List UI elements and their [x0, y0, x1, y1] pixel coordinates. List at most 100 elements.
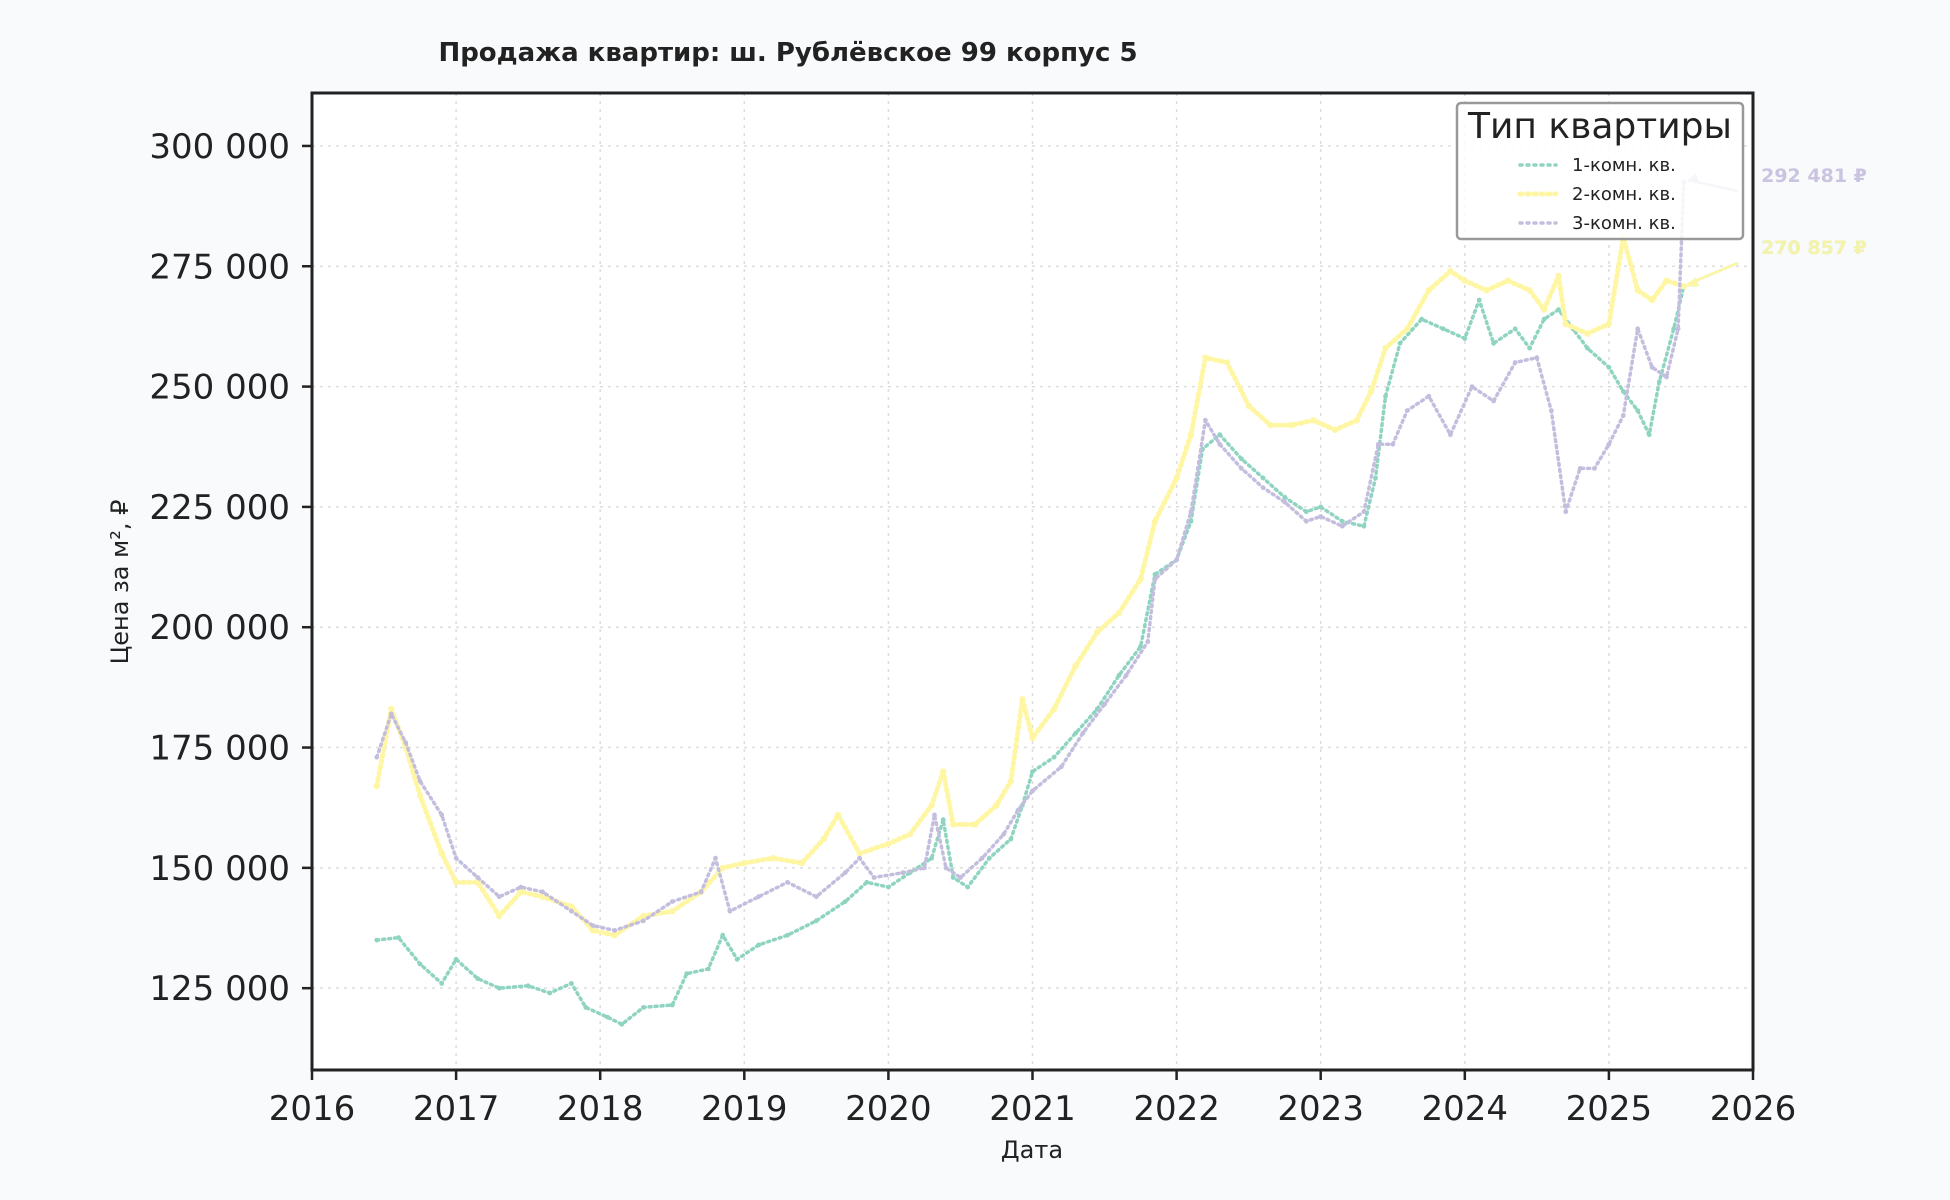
legend-title: Тип квартиры: [1467, 106, 1732, 147]
data-point: [798, 859, 806, 867]
data-point: [1137, 575, 1144, 583]
data-point: [1548, 408, 1554, 413]
data-point: [1282, 499, 1288, 505]
data-point: [1102, 701, 1107, 707]
data-point: [1620, 389, 1626, 394]
data-point: [1318, 504, 1324, 510]
data-point: [756, 942, 762, 948]
data-point: [993, 802, 1000, 809]
data-point: [727, 908, 733, 914]
data-point: [734, 956, 740, 962]
data-point: [864, 879, 870, 885]
data-point: [417, 961, 423, 967]
data-point: [1512, 360, 1518, 365]
data-point: [1051, 754, 1057, 760]
data-point: [906, 831, 914, 838]
data-point: [1584, 345, 1590, 351]
data-point: [416, 792, 424, 799]
data-point: [525, 983, 531, 989]
legend-items: 1-комн. кв. 2-комн. кв. 3-комн. кв.: [1517, 155, 1676, 234]
x-tick-label: 2021: [989, 1089, 1076, 1129]
data-point: [857, 855, 862, 861]
data-point: [950, 821, 957, 828]
data-point: [641, 1005, 646, 1010]
data-point: [785, 879, 790, 885]
data-point: [1223, 359, 1231, 366]
data-point: [1303, 509, 1309, 515]
data-point: [1425, 287, 1433, 294]
y-tick-label: 150 000: [149, 849, 290, 889]
x-tick-label: 2017: [413, 1089, 500, 1129]
last-value-label: 292 481 ₽: [1761, 165, 1867, 187]
data-point: [611, 932, 618, 939]
data-point: [1058, 764, 1064, 770]
data-point: [1019, 696, 1026, 703]
data-point: [1671, 326, 1677, 332]
data-point: [1461, 277, 1469, 284]
x-tick-label: 2019: [701, 1089, 788, 1129]
data-point: [1448, 432, 1453, 438]
data-point: [705, 966, 711, 972]
data-point: [1123, 672, 1129, 678]
data-point: [1526, 287, 1533, 294]
data-point: [820, 835, 827, 843]
data-point: [1361, 509, 1367, 515]
data-point: [842, 899, 848, 904]
data-point: [684, 971, 690, 977]
data-point: [1050, 705, 1058, 713]
data-point: [374, 937, 380, 943]
data-point: [1476, 297, 1482, 303]
data-point: [1512, 326, 1518, 332]
data-point: [1577, 466, 1583, 471]
data-point: [1447, 267, 1454, 275]
data-point: [929, 855, 934, 861]
data-point: [1094, 628, 1101, 636]
data-point: [940, 768, 947, 775]
y-tick-label: 250 000: [149, 368, 290, 408]
y-tick-label: 125 000: [149, 969, 290, 1009]
data-point: [1556, 307, 1561, 312]
data-point: [388, 711, 394, 717]
data-point: [940, 817, 946, 823]
data-point: [769, 855, 777, 862]
y-tick-label: 300 000: [149, 127, 290, 167]
data-point: [640, 912, 647, 920]
data-point: [1152, 571, 1158, 577]
data-point: [453, 956, 459, 962]
data-point: [1080, 730, 1086, 736]
data-point: [965, 884, 971, 890]
data-point: [452, 879, 460, 886]
data-point: [453, 855, 459, 861]
y-tick-label: 200 000: [149, 608, 290, 648]
data-point: [1534, 355, 1540, 361]
data-point: [496, 912, 503, 920]
data-point: [374, 754, 380, 760]
x-tick-label: 2018: [557, 1089, 644, 1129]
data-point: [1173, 474, 1180, 482]
data-point: [1527, 345, 1532, 351]
data-point: [713, 855, 718, 861]
data-point: [1174, 557, 1179, 563]
data-point: [958, 875, 963, 880]
data-point: [1239, 466, 1244, 471]
data-point: [1339, 523, 1345, 529]
data-point: [569, 908, 574, 914]
y-axis: 125 000 150 000 175 000 200 000 225 000 250 0…: [149, 127, 312, 1009]
data-point: [1563, 509, 1569, 515]
data-point: [1353, 417, 1360, 424]
data-point: [496, 894, 502, 900]
data-point: [403, 740, 409, 746]
data-point: [813, 918, 819, 924]
y-tick-label: 225 000: [149, 488, 290, 528]
data-point: [1419, 316, 1424, 322]
data-point: [1187, 431, 1195, 438]
x-tick-label: 2024: [1422, 1089, 1509, 1129]
data-point: [922, 865, 927, 871]
data-point: [517, 888, 525, 896]
data-point: [641, 918, 646, 924]
data-point: [1635, 408, 1641, 413]
data-point: [932, 812, 937, 818]
data-point: [1245, 402, 1252, 409]
data-point: [813, 894, 819, 900]
data-point: [741, 859, 748, 867]
